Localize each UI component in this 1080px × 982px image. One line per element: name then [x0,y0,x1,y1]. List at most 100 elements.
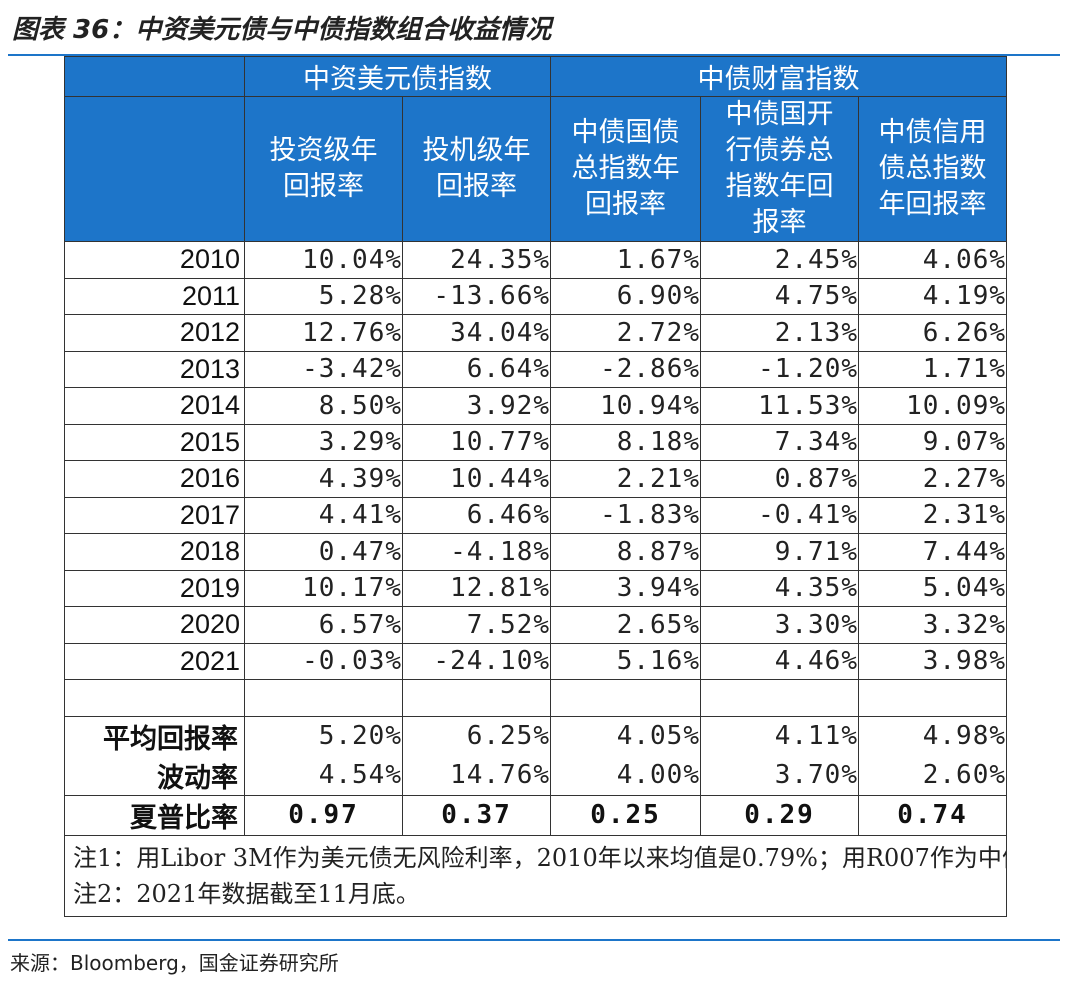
stat-value: 0.25 [550,795,701,835]
year-cell: 2014 [64,387,245,425]
value-cell: 9.07% [857,423,1008,461]
value-cell: 3.32% [857,606,1008,644]
value-cell: 3.94% [550,569,701,607]
value-cell: 34.04% [402,314,551,352]
value-cell: 2.21% [550,460,701,498]
note-1: 注1：用Libor 3M作为美元债无风险利率，2010年以来均值是0.79%；用… [73,843,1006,872]
stat-value: 5.20% [244,715,403,756]
stat-value: 0.37 [402,795,551,835]
value-cell: 12.76% [244,314,403,352]
year-cell: 2019 [64,569,245,607]
stat-value: 4.54% [244,755,403,795]
group-header-blank [64,56,245,97]
stat-value: 3.70% [700,755,859,795]
value-cell: 0.47% [244,533,403,571]
value-cell: 6.64% [402,350,551,388]
table-row: 2020 6.57% 7.52% 2.65% 3.30% 3.32% [64,606,1008,644]
group-header-chinabond: 中债财富指数 [549,56,1008,97]
value-cell: -0.03% [244,642,403,680]
year-rows: 2010 10.04% 24.35% 1.67% 2.45% 4.06% 2011 5.28%… [64,241,1008,680]
table-row: 2018 0.47% -4.18% 8.87% 9.71% 7.44% [64,533,1008,571]
year-cell: 2016 [64,460,245,498]
year-cell: 2012 [64,314,245,352]
table-row: 2016 4.39% 10.44% 2.21% 0.87% 2.27% [64,460,1008,498]
figure-title: 图表 36：中资美元债与中债指数组合收益情况 [12,15,552,45]
value-cell: 10.17% [244,569,403,607]
year-cell: 2013 [64,350,245,388]
table-row: 2017 4.41% 6.46% -1.83% -0.41% 2.31% [64,496,1008,534]
value-cell: 1.71% [857,350,1008,388]
value-cell: 5.04% [857,569,1008,607]
table-row: 2015 3.29% 10.77% 8.18% 7.34% 9.07% [64,423,1008,461]
value-cell: 6.26% [857,314,1008,352]
value-cell: 5.28% [244,277,403,315]
value-cell: 8.18% [550,423,701,461]
table-row: 2021 -0.03% -24.10% 5.16% 4.46% 3.98% [64,642,1008,680]
table-row: 2010 10.04% 24.35% 1.67% 2.45% 4.06% [64,241,1008,279]
value-cell: 4.35% [700,569,859,607]
table-row: 2019 10.17% 12.81% 3.94% 4.35% 5.04% [64,569,1008,607]
value-cell: 4.39% [244,460,403,498]
stat-value: 0.74 [857,795,1008,835]
sub-header-credit: 中债信用 债总指数 年回报率 [857,96,1008,242]
stat-row-mean: 平均回报率 5.20% 6.25% 4.05% 4.11% 4.98% [64,715,1008,756]
value-cell: 24.35% [402,241,551,279]
value-cell: 6.46% [402,496,551,534]
value-cell: 6.90% [550,277,701,315]
table-row: 2013 -3.42% 6.64% -2.86% -1.20% 1.71% [64,350,1008,388]
sub-header-row: 投资级年 回报率 投机级年 回报率 中债国债 总指数年 回报率 中债国开 行债券… [64,96,1008,242]
stat-value: 4.00% [550,755,701,795]
sub-header-investment-grade: 投资级年 回报率 [244,96,403,242]
value-cell: 0.87% [700,460,859,498]
year-cell: 2015 [64,423,245,461]
value-cell: 2.31% [857,496,1008,534]
note-2: 注2：2021年数据截至11月底。 [73,879,420,908]
value-cell: 11.53% [700,387,859,425]
sub-header-treasury: 中债国债 总指数年 回报率 [550,96,701,242]
notes-cell: 注1：用Libor 3M作为美元债无风险利率，2010年以来均值是0.79%；用… [63,834,1008,917]
value-cell: 2.65% [550,606,701,644]
value-cell: -1.83% [550,496,701,534]
stat-value: 0.97 [244,795,403,835]
value-cell: -0.41% [700,496,859,534]
stat-value: 14.76% [402,755,551,795]
stat-value: 6.25% [402,715,551,756]
value-cell: -1.20% [700,350,859,388]
value-cell: 8.50% [244,387,403,425]
group-header-row: 中资美元债指数 中债财富指数 [64,56,1008,97]
stat-label: 波动率 [64,755,245,795]
value-cell: -13.66% [402,277,551,315]
value-cell: 9.71% [700,533,859,571]
value-cell: -4.18% [402,533,551,571]
value-cell: 4.06% [857,241,1008,279]
table-row: 2012 12.76% 34.04% 2.72% 2.13% 6.26% [64,314,1008,352]
stat-value: 4.98% [857,715,1008,756]
sub-header-high-yield: 投机级年 回报率 [402,96,551,242]
stat-value: 4.05% [550,715,701,756]
group-header-usd-bond: 中资美元债指数 [244,56,551,97]
value-cell: 2.45% [700,241,859,279]
value-cell: 10.44% [402,460,551,498]
stat-value: 2.60% [857,755,1008,795]
stat-row-volatility: 波动率 4.54% 14.76% 4.00% 3.70% 2.60% [64,755,1008,795]
year-cell: 2011 [64,277,245,315]
value-cell: 3.30% [700,606,859,644]
value-cell: 4.75% [700,277,859,315]
stat-value: 4.11% [700,715,859,756]
value-cell: 7.52% [402,606,551,644]
stat-label: 平均回报率 [64,715,245,756]
year-cell: 2020 [64,606,245,644]
stat-row-sharpe: 夏普比率 0.97 0.37 0.25 0.29 0.74 [64,795,1008,835]
sub-header-cdb: 中债国开 行债券总 指数年回 报率 [700,96,859,242]
year-cell: 2017 [64,496,245,534]
sub-header-blank [64,96,245,242]
value-cell: 2.27% [857,460,1008,498]
value-cell: 1.67% [550,241,701,279]
value-cell: 2.13% [700,314,859,352]
value-cell: 10.77% [402,423,551,461]
value-cell: 3.29% [244,423,403,461]
value-cell: 12.81% [402,569,551,607]
value-cell: -2.86% [550,350,701,388]
value-cell: 4.41% [244,496,403,534]
value-cell: -24.10% [402,642,551,680]
